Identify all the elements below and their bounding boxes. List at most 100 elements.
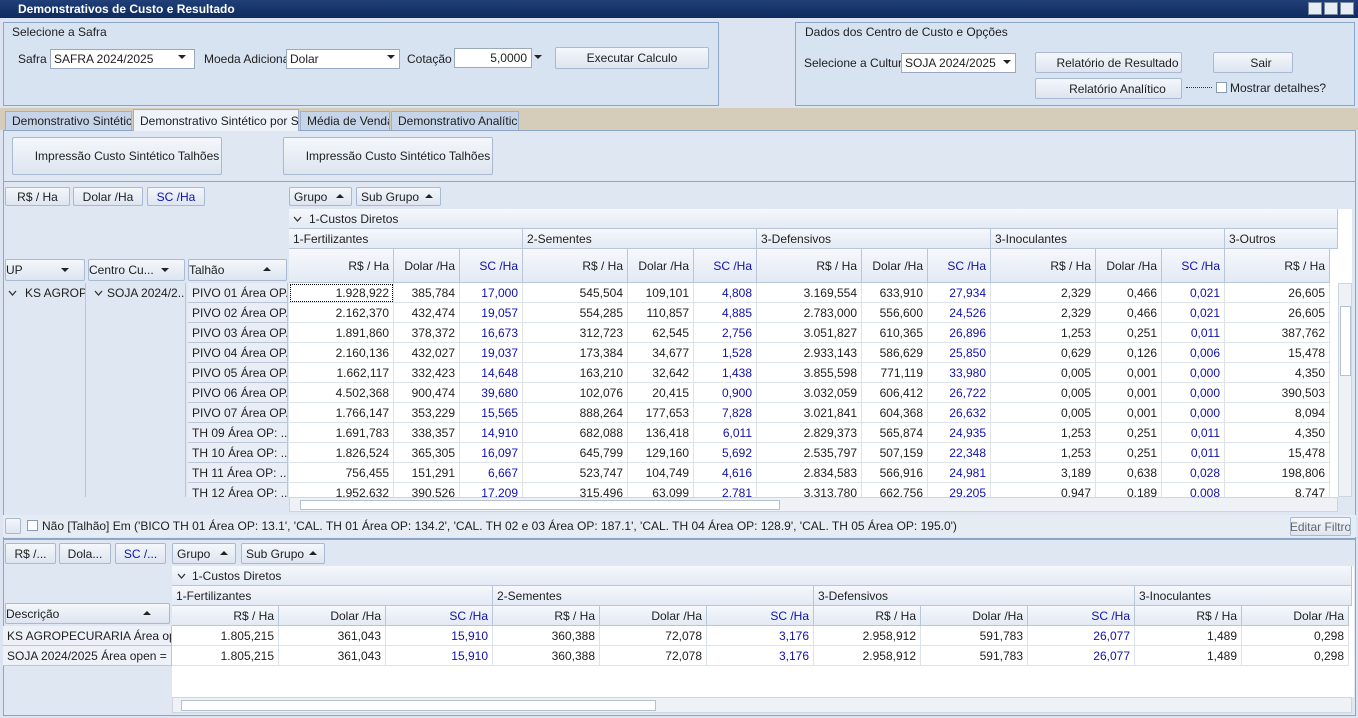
cell[interactable]: 1.952,632 xyxy=(289,483,394,497)
row-group[interactable]: KS AGROP... xyxy=(25,286,85,300)
group-header[interactable]: 3-Inoculantes xyxy=(991,229,1225,249)
cell[interactable]: 2.958,912 xyxy=(814,626,921,646)
cell[interactable]: 0,011 xyxy=(1162,443,1225,463)
cell[interactable]: 163,210 xyxy=(523,363,628,383)
column-header[interactable]: SC /Ha xyxy=(460,249,523,283)
column-header[interactable]: R$ / Ha xyxy=(289,249,394,283)
cell[interactable]: 20,415 xyxy=(628,383,694,403)
band-header[interactable]: 1-Custos Diretos xyxy=(172,566,1352,586)
cell[interactable]: 177,653 xyxy=(628,403,694,423)
scroll-thumb[interactable] xyxy=(181,700,656,711)
cell[interactable]: 332,423 xyxy=(394,363,460,383)
cell[interactable]: 8,747 xyxy=(1225,483,1330,497)
group-button[interactable]: Grupo xyxy=(289,187,352,206)
print-button[interactable]: Impressão Custo Sintético Talhões xyxy=(283,137,493,175)
column-header[interactable]: Dolar /Ha xyxy=(921,606,1028,626)
cell[interactable]: 136,418 xyxy=(628,423,694,443)
column-header[interactable]: Dolar /Ha xyxy=(279,606,386,626)
cell[interactable]: 104,749 xyxy=(628,463,694,483)
cell[interactable]: 662,756 xyxy=(862,483,928,497)
column-header[interactable]: SC /Ha xyxy=(1162,249,1225,283)
cell[interactable]: 554,285 xyxy=(523,303,628,323)
cell[interactable]: 0,005 xyxy=(991,403,1096,423)
cell[interactable]: 16,097 xyxy=(460,443,523,463)
unit-button[interactable]: SC /... xyxy=(115,543,166,564)
cell[interactable]: 360,388 xyxy=(493,646,600,666)
cell[interactable]: 1,253 xyxy=(991,423,1096,443)
cell[interactable]: 0,011 xyxy=(1162,423,1225,443)
cell[interactable]: 0,466 xyxy=(1096,303,1162,323)
resultado-button[interactable]: Relatório de Resultado xyxy=(1035,52,1182,73)
column-header[interactable]: R$ / Ha xyxy=(523,249,628,283)
cell[interactable]: 1.826,524 xyxy=(289,443,394,463)
column-header[interactable]: SC /Ha xyxy=(928,249,991,283)
cell[interactable]: 29,205 xyxy=(928,483,991,497)
cell[interactable]: 1,528 xyxy=(694,343,757,363)
cell[interactable]: 2.933,143 xyxy=(757,343,862,363)
cell[interactable]: 1,253 xyxy=(991,443,1096,463)
row-label[interactable]: PIVO 03 Área OP... xyxy=(188,323,288,343)
cell[interactable]: 14,910 xyxy=(460,423,523,443)
expand-chevron[interactable] xyxy=(94,290,103,296)
group-header[interactable]: 3-Defensivos xyxy=(757,229,991,249)
cell[interactable]: 360,388 xyxy=(493,626,600,646)
print-button[interactable]: Impressão Custo Sintético Talhões xyxy=(12,137,222,175)
cell[interactable]: 32,642 xyxy=(628,363,694,383)
column-header[interactable]: Dolar /Ha xyxy=(862,249,928,283)
safra-combo[interactable]: SAFRA 2024/2025 xyxy=(50,49,195,69)
cell[interactable]: 15,565 xyxy=(460,403,523,423)
unit-button[interactable]: R$ /... xyxy=(5,543,56,564)
cell[interactable]: 3.855,598 xyxy=(757,363,862,383)
cell[interactable]: 26,605 xyxy=(1225,303,1330,323)
cell[interactable]: 2.535,797 xyxy=(757,443,862,463)
group-button[interactable]: Sub Grupo xyxy=(241,543,325,564)
cell[interactable]: 390,503 xyxy=(1225,383,1330,403)
group-header[interactable]: 1-Fertilizantes xyxy=(172,586,493,606)
cell[interactable]: 24,981 xyxy=(928,463,991,483)
cell[interactable]: 4,616 xyxy=(694,463,757,483)
cell[interactable]: 0,028 xyxy=(1162,463,1225,483)
cell[interactable]: 0,005 xyxy=(991,383,1096,403)
cell[interactable]: 26,632 xyxy=(928,403,991,423)
cell[interactable]: 0,021 xyxy=(1162,283,1225,303)
moeda-combo[interactable]: Dolar xyxy=(286,49,400,69)
group-header[interactable]: 3-Inoculantes xyxy=(1135,586,1352,606)
cell[interactable]: 1.691,783 xyxy=(289,423,394,443)
cell[interactable]: 507,159 xyxy=(862,443,928,463)
cell[interactable]: 2,756 xyxy=(694,323,757,343)
cell[interactable]: 545,504 xyxy=(523,283,628,303)
cell[interactable]: 0,298 xyxy=(1242,646,1349,666)
unit-button[interactable]: R$ / Ha xyxy=(5,187,70,206)
cell[interactable]: 338,357 xyxy=(394,423,460,443)
tab[interactable]: Demonstrativo Analítico xyxy=(391,111,519,130)
cell[interactable]: 6,667 xyxy=(460,463,523,483)
cell[interactable]: 432,474 xyxy=(394,303,460,323)
band-header[interactable]: 1-Custos Diretos xyxy=(289,209,1338,229)
row-label[interactable]: TH 11 Área OP: ... xyxy=(188,463,288,483)
cell[interactable]: 1.662,117 xyxy=(289,363,394,383)
tab[interactable]: Demonstrativo Sintético por SC xyxy=(133,109,299,131)
cell[interactable]: 0,001 xyxy=(1096,363,1162,383)
cell[interactable]: 353,229 xyxy=(394,403,460,423)
cell[interactable]: 17,000 xyxy=(460,283,523,303)
column-header[interactable]: R$ / Ha xyxy=(1225,249,1330,283)
row-label[interactable]: TH 12 Área OP: ... xyxy=(188,483,288,497)
cell[interactable]: 19,037 xyxy=(460,343,523,363)
cell[interactable]: 565,874 xyxy=(862,423,928,443)
cell[interactable]: 1.766,147 xyxy=(289,403,394,423)
cell[interactable]: 0,466 xyxy=(1096,283,1162,303)
expand-chevron[interactable] xyxy=(177,573,186,579)
cell[interactable]: 19,057 xyxy=(460,303,523,323)
row-label[interactable]: PIVO 04 Área OP... xyxy=(188,343,288,363)
row-label[interactable]: KS AGROPECURARIA Área ope... xyxy=(3,626,172,646)
cell[interactable]: 2.958,912 xyxy=(814,646,921,666)
cell[interactable]: 3,176 xyxy=(707,626,814,646)
cell[interactable]: 0,000 xyxy=(1162,363,1225,383)
cell[interactable]: 390,526 xyxy=(394,483,460,497)
group-button[interactable]: Grupo xyxy=(172,543,236,564)
cell[interactable]: 129,160 xyxy=(628,443,694,463)
cell[interactable]: 523,747 xyxy=(523,463,628,483)
column-header[interactable]: R$ / Ha xyxy=(172,606,279,626)
cell[interactable]: 556,600 xyxy=(862,303,928,323)
cell[interactable]: 1,489 xyxy=(1135,646,1242,666)
